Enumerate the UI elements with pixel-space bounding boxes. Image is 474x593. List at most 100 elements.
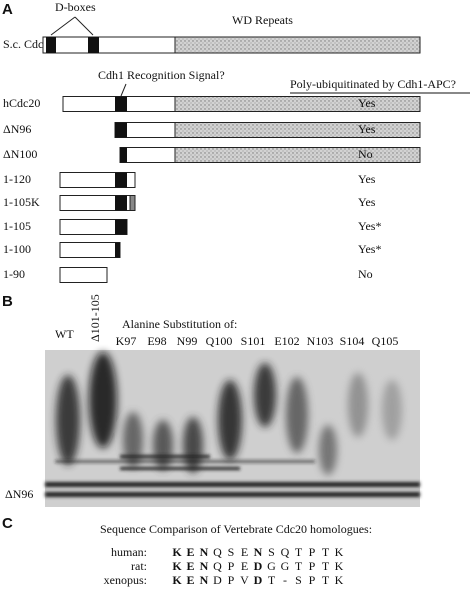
residue: G bbox=[281, 559, 290, 573]
residue: Q bbox=[213, 545, 222, 559]
signal-box bbox=[115, 219, 127, 235]
construct-label: hCdc20 bbox=[3, 96, 40, 110]
answer: No bbox=[358, 267, 373, 281]
signal-box bbox=[115, 96, 127, 112]
construct-label: 1-120 bbox=[3, 172, 31, 186]
residue: Q bbox=[213, 559, 222, 573]
panel-label: B bbox=[2, 293, 13, 310]
residue: P bbox=[309, 559, 316, 573]
residue: N bbox=[254, 545, 263, 559]
lane-label: K97 bbox=[116, 334, 137, 348]
residue: P bbox=[309, 573, 316, 587]
residue: S bbox=[295, 573, 302, 587]
residue: T bbox=[268, 573, 276, 587]
residue: E bbox=[241, 545, 248, 559]
residue: T bbox=[295, 545, 303, 559]
residue: S bbox=[268, 545, 275, 559]
residue: N bbox=[200, 573, 209, 587]
panel-label: C bbox=[2, 515, 13, 532]
species-label: xenopus: bbox=[104, 573, 147, 587]
construct-box bbox=[59, 242, 121, 258]
residue: E bbox=[241, 559, 248, 573]
lane-label: N99 bbox=[177, 334, 198, 348]
column-header: Poly-ubiquitinated by Cdh1-APC? bbox=[290, 77, 456, 91]
construct-box bbox=[59, 267, 108, 283]
residue: T bbox=[322, 573, 330, 587]
residue: V bbox=[240, 573, 249, 587]
signal-label: Cdh1 Recognition Signal? bbox=[98, 68, 225, 82]
residue: K bbox=[335, 545, 344, 559]
construct-label: 1-90 bbox=[3, 267, 25, 281]
construct-box bbox=[119, 147, 176, 163]
signal-box bbox=[120, 147, 127, 163]
residue: E bbox=[186, 545, 194, 559]
residue: P bbox=[228, 559, 235, 573]
residue: T bbox=[322, 545, 330, 559]
lane-labels: K97 E98 N99 Q100 S101 E102 N103 S104 Q105 bbox=[116, 334, 399, 348]
lane-label: WT bbox=[55, 327, 74, 341]
sequence-title: Sequence Comparison of Vertebrate Cdc20 … bbox=[100, 522, 372, 536]
construct-label: S.c. Cdc20 bbox=[3, 37, 55, 51]
d-box bbox=[88, 37, 99, 53]
species-label: rat: bbox=[131, 559, 147, 573]
residue: K bbox=[172, 573, 182, 587]
d-box bbox=[46, 37, 56, 53]
answer: Yes bbox=[358, 122, 376, 136]
dboxes-label: D-boxes bbox=[55, 0, 96, 14]
residue: - bbox=[283, 573, 287, 587]
lane-label: Q105 bbox=[372, 334, 399, 348]
construct-label: 1-105 bbox=[3, 219, 31, 233]
residue: N bbox=[200, 559, 209, 573]
residue: P bbox=[228, 573, 235, 587]
construct-label: 1-100 bbox=[3, 242, 31, 256]
construct-label: ΔN100 bbox=[3, 147, 37, 161]
gel bbox=[45, 350, 420, 507]
wd-box bbox=[174, 122, 421, 138]
wd-label: WD Repeats bbox=[232, 13, 293, 27]
residue: N bbox=[200, 545, 209, 559]
residue: D bbox=[254, 559, 263, 573]
wd-box bbox=[174, 147, 421, 163]
signal-box bbox=[115, 195, 127, 211]
lane-label: N103 bbox=[307, 334, 334, 348]
band-label: ΔN96 bbox=[5, 487, 33, 501]
answer: Yes bbox=[358, 96, 376, 110]
residue: K bbox=[335, 573, 344, 587]
answer: Yes* bbox=[358, 242, 381, 256]
signal-box bbox=[115, 122, 127, 138]
construct-rows: hCdc20 Yes ΔN96 Yes ΔN100 No 1-120 Yes 1-105K Yes… bbox=[3, 96, 421, 283]
lane-label: Δ101-105 bbox=[88, 294, 102, 342]
residue: P bbox=[309, 545, 316, 559]
residue: S bbox=[228, 545, 235, 559]
residue: G bbox=[267, 559, 276, 573]
answer: No bbox=[358, 147, 373, 161]
answer: Yes bbox=[358, 172, 376, 186]
residue: E bbox=[186, 573, 194, 587]
residue: K bbox=[172, 545, 182, 559]
pointer bbox=[74, 16, 94, 36]
panel-label: A bbox=[2, 1, 13, 18]
construct-label: ΔN96 bbox=[3, 122, 31, 136]
residue: Q bbox=[281, 545, 290, 559]
residue: K bbox=[335, 559, 344, 573]
lysine-box bbox=[129, 195, 136, 211]
signal-box bbox=[115, 242, 120, 258]
lane-label: E98 bbox=[147, 334, 166, 348]
lane-label: S101 bbox=[241, 334, 266, 348]
lane-label: S104 bbox=[340, 334, 365, 348]
construct-label: 1-105K bbox=[3, 195, 40, 209]
pointer bbox=[120, 83, 127, 97]
wd-box bbox=[174, 96, 421, 112]
species-label: human: bbox=[111, 545, 147, 559]
answer: Yes bbox=[358, 195, 376, 209]
pointer bbox=[50, 16, 76, 36]
domain-box bbox=[42, 36, 176, 54]
residue: T bbox=[295, 559, 303, 573]
alanine-label: Alanine Substitution of: bbox=[122, 317, 237, 331]
answer: Yes* bbox=[358, 219, 381, 233]
residue: K bbox=[172, 559, 182, 573]
wd-box bbox=[174, 36, 421, 54]
residue: D bbox=[254, 573, 263, 587]
